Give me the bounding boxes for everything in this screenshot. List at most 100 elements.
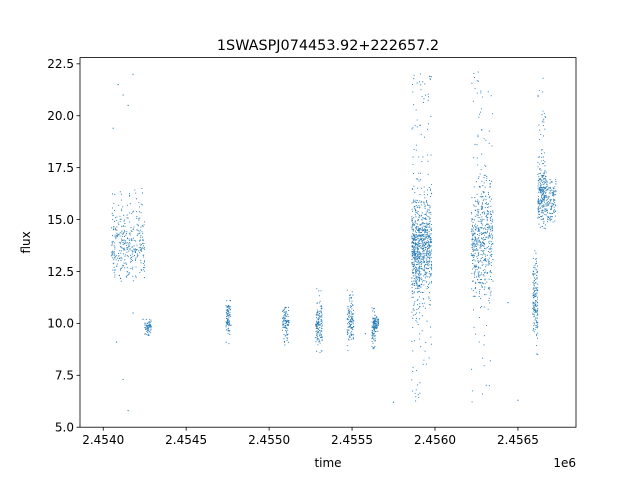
data-point (286, 315, 288, 317)
data-point (132, 228, 134, 230)
y-axis: 5.07.510.012.515.017.520.022.5 (47, 57, 80, 435)
data-point (419, 252, 421, 254)
data-point (423, 359, 425, 361)
data-point (421, 291, 424, 294)
data-point (548, 186, 550, 188)
data-point (114, 269, 116, 271)
data-point (484, 225, 486, 227)
data-point (121, 258, 123, 260)
data-point (482, 263, 484, 265)
data-point (486, 324, 488, 327)
data-point (545, 203, 547, 205)
data-point (419, 237, 421, 239)
data-point (547, 217, 549, 219)
data-point (415, 287, 417, 289)
data-point (476, 243, 478, 245)
data-point (133, 248, 135, 250)
data-point (424, 206, 426, 208)
data-point (413, 261, 415, 263)
data-point (126, 271, 128, 273)
data-point (228, 320, 230, 322)
data-point (424, 280, 426, 282)
data-point (532, 293, 534, 295)
data-point (535, 252, 537, 254)
data-point (281, 317, 284, 319)
data-point (144, 267, 146, 269)
data-point (415, 210, 417, 212)
data-point (534, 268, 536, 270)
data-point (129, 234, 131, 236)
data-point (416, 126, 418, 128)
data-point (288, 322, 290, 324)
data-point (417, 287, 419, 289)
data-point (413, 234, 415, 237)
data-point (543, 152, 545, 154)
chart-title: 1SWASPJ074453.92+222657.2 (217, 38, 439, 54)
data-point (540, 202, 542, 204)
data-point (349, 321, 351, 323)
data-point (417, 285, 419, 287)
data-point (541, 190, 543, 192)
data-point (139, 232, 141, 234)
data-point (545, 175, 547, 178)
data-point (533, 313, 535, 316)
data-point (321, 316, 323, 318)
data-point (112, 250, 114, 252)
data-point (547, 221, 549, 223)
data-point (478, 228, 480, 231)
data-point (414, 260, 416, 262)
data-point (536, 311, 538, 314)
data-point (115, 255, 117, 257)
data-point (420, 239, 423, 241)
x-tick-label: 2.4550 (248, 433, 290, 447)
data-point (546, 196, 548, 198)
data-point (532, 313, 534, 315)
data-point (319, 342, 321, 344)
data-point (535, 288, 537, 290)
data-point (416, 212, 419, 214)
data-point (480, 259, 482, 261)
data-point (484, 271, 487, 273)
data-point (286, 332, 288, 334)
data-point (114, 242, 116, 244)
data-point (490, 250, 492, 252)
data-point (533, 289, 535, 291)
data-point (478, 253, 480, 255)
data-point (126, 231, 128, 233)
data-point (540, 207, 542, 209)
data-point (473, 246, 475, 248)
data-point (428, 243, 430, 246)
data-point (428, 276, 431, 278)
data-point (413, 275, 415, 277)
data-point (426, 229, 428, 232)
data-point (489, 269, 491, 271)
data-point (539, 186, 541, 188)
data-point (481, 211, 483, 213)
data-point (484, 286, 486, 288)
data-point (473, 233, 475, 235)
data-point (415, 269, 417, 272)
data-point (146, 328, 148, 330)
data-point (534, 266, 536, 268)
data-point (315, 334, 318, 336)
data-point (118, 233, 120, 235)
data-point (474, 245, 476, 247)
data-point (413, 309, 415, 311)
data-point (479, 244, 481, 246)
data-point (146, 326, 148, 328)
data-point (149, 331, 151, 333)
data-point (422, 234, 424, 236)
data-point (431, 265, 433, 267)
data-point (481, 206, 483, 208)
data-point (485, 202, 487, 204)
data-point (350, 321, 352, 323)
data-point (484, 164, 486, 166)
data-point (317, 317, 319, 319)
data-point (419, 268, 421, 270)
data-point (491, 279, 493, 281)
data-point (143, 224, 145, 226)
data-point (554, 215, 556, 217)
data-point (417, 298, 419, 301)
data-point (480, 92, 482, 94)
data-point (371, 335, 373, 337)
